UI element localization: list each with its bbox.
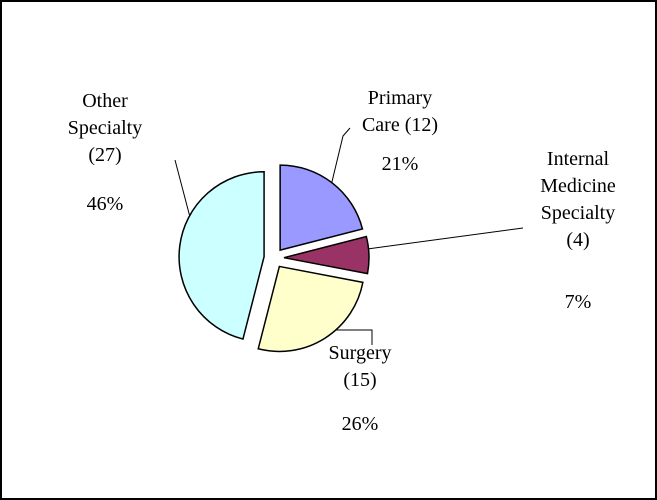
category-label-box: Other Specialty (27)	[67, 90, 143, 166]
value-label: 26%	[342, 413, 379, 435]
category-label: Internal Medicine Specialty (4)	[540, 148, 616, 251]
pie-slice	[257, 265, 364, 353]
category-label-box: Surgery (15)	[328, 342, 392, 391]
category-label: Primary Care (12)	[361, 87, 439, 136]
category-label: Surgery (15)	[328, 342, 392, 391]
value-label: 46%	[87, 193, 124, 215]
value-label: 21%	[382, 153, 419, 175]
value-label: 7%	[565, 291, 592, 313]
pie-slice	[279, 164, 364, 252]
category-label-box: Primary Care (12)	[361, 87, 439, 136]
category-label: Other Specialty (27)	[67, 90, 143, 166]
category-label-box: Internal Medicine Specialty (4)	[540, 148, 616, 251]
pie-slice	[283, 235, 370, 275]
pie-slice	[178, 170, 265, 340]
